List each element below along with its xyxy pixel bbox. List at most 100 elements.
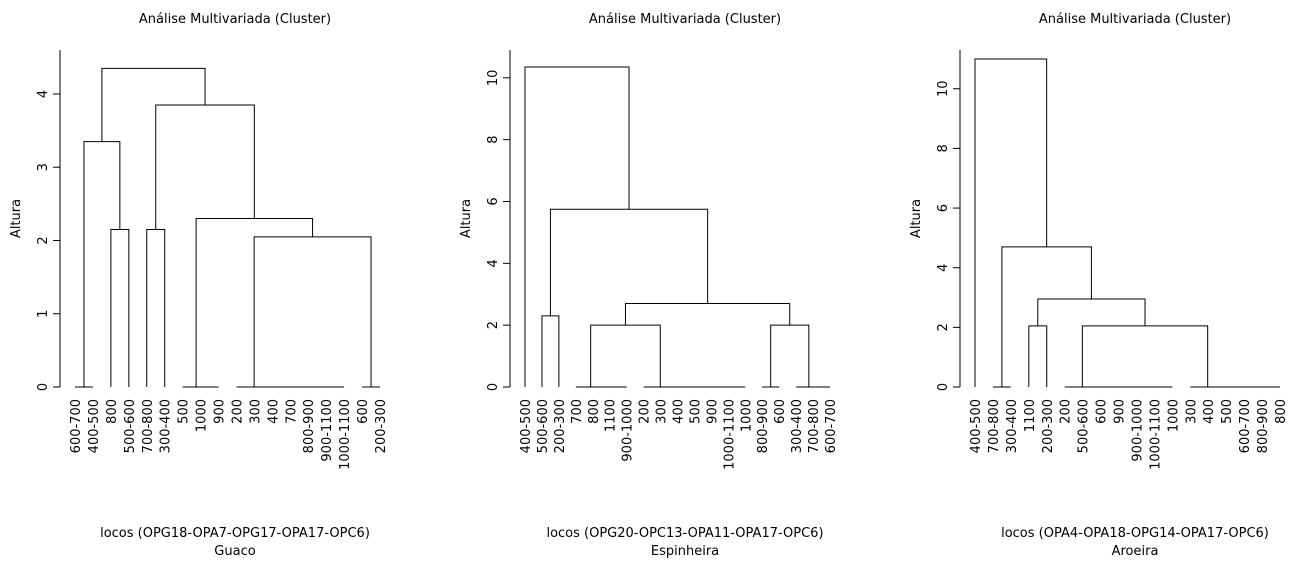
y-tick-label: 1 — [36, 310, 51, 318]
leaf-label: 1000 — [195, 399, 210, 432]
leaf-label: 900-1000 — [1130, 399, 1145, 462]
leaf-label: 200-300 — [1041, 399, 1056, 453]
y-axis-label: Altura — [909, 199, 924, 238]
leaf-label: 300 — [248, 399, 263, 424]
subtitle: Guaco — [214, 544, 255, 559]
y-tick-label: 4 — [36, 90, 51, 98]
leaf-label: 1000 — [739, 399, 754, 432]
leaf-label: 700 — [570, 399, 585, 424]
y-tick-label: 10 — [936, 80, 951, 97]
leaf-label: 300-400 — [1005, 399, 1020, 453]
leaf-label: 700-800 — [807, 399, 822, 453]
leaf-label: 200 — [638, 399, 653, 424]
leaf-label: 1000-1100 — [1148, 399, 1163, 470]
leaf-label: 300 — [655, 399, 670, 424]
x-axis-label: locos (OPA4-OPA18-OPG14-OPA17-OPC6) — [1001, 526, 1269, 541]
leaf-label: 400 — [1202, 399, 1217, 424]
cluster-merge — [1081, 325, 1209, 387]
cluster-merge — [101, 67, 206, 142]
leaf-label: 400 — [672, 399, 687, 424]
leaf-label: 1100 — [604, 399, 619, 432]
y-tick-label: 2 — [486, 321, 501, 329]
leaf-label: 600 — [1095, 399, 1110, 424]
leaf-label: 1100 — [1023, 399, 1038, 432]
leaf-label: 500 — [688, 399, 703, 424]
y-tick-label: 3 — [36, 163, 51, 171]
leaf-label: 700 — [284, 399, 299, 424]
leaf-label: 800 — [1274, 399, 1289, 424]
cluster-merge — [524, 66, 630, 387]
cluster-merge — [590, 324, 661, 387]
leaf-label: 900 — [1113, 399, 1128, 424]
leaf-label: 200 — [1059, 399, 1074, 424]
cluster-merge — [624, 303, 791, 326]
y-tick-label: 4 — [936, 264, 951, 272]
leaf-label: 800-900 — [756, 399, 771, 453]
leaf-label: 800 — [587, 399, 602, 424]
leaf-label: 600 — [356, 399, 371, 424]
cluster-merge — [155, 104, 255, 230]
leaf-label: 500-600 — [1077, 399, 1092, 453]
leaf-label: 600-700 — [1238, 399, 1253, 453]
cluster-merge — [549, 208, 709, 316]
leaf-label: 900 — [213, 399, 228, 424]
cluster-merge — [541, 315, 560, 387]
y-tick-label: 6 — [486, 197, 501, 205]
leaf-label: 1000 — [1166, 399, 1181, 432]
leaf-label: 900-1100 — [320, 399, 335, 462]
cluster-merge — [110, 228, 130, 387]
x-axis-label: locos (OPG20-OPC13-OPA11-OPA17-OPC6) — [546, 526, 823, 541]
leaf-label: 500-600 — [123, 399, 138, 453]
leaf-label: 700-800 — [987, 399, 1002, 453]
cluster-merge — [1001, 246, 1092, 387]
leaf-label: 600-700 — [69, 399, 84, 453]
leaf-label: 500-600 — [536, 399, 551, 453]
subtitle: Espinheira — [651, 544, 719, 559]
x-axis-label: locos (OPG18-OPA7-OPG17-OPA17-OPC6) — [100, 526, 370, 541]
leaf-label: 600-700 — [824, 399, 839, 453]
leaf-label: 300-400 — [790, 399, 805, 453]
cluster-merge — [83, 141, 121, 387]
y-tick-label: 6 — [936, 204, 951, 212]
leaf-label: 400-500 — [969, 399, 984, 453]
leaf-label: 400-500 — [87, 399, 102, 453]
cluster-merge — [253, 236, 372, 387]
cluster-merge — [146, 228, 166, 387]
y-tick-label: 8 — [486, 136, 501, 144]
leaf-label: 800 — [105, 399, 120, 424]
leaf-label: 800-900 — [1256, 399, 1271, 453]
leaf-label: 800-900 — [302, 399, 317, 453]
cluster-merge — [770, 324, 810, 387]
y-axis-label: Altura — [9, 199, 24, 238]
y-tick-label: 0 — [36, 383, 51, 391]
cluster-merge — [1028, 325, 1048, 387]
y-tick-label: 2 — [36, 236, 51, 244]
leaf-label: 400-500 — [519, 399, 534, 453]
chart-title: Análise Multivariada (Cluster) — [139, 12, 331, 27]
leaf-label: 400 — [266, 399, 281, 424]
subtitle: Aroeira — [1112, 544, 1159, 559]
y-tick-label: 2 — [936, 323, 951, 331]
leaf-label: 700-800 — [141, 399, 156, 453]
leaf-label: 200-300 — [553, 399, 568, 453]
leaf-label: 500 — [1220, 399, 1235, 424]
y-tick-label: 4 — [486, 259, 501, 267]
leaf-label: 200-300 — [374, 399, 389, 453]
cluster-merge — [1037, 298, 1146, 326]
leaf-label: 900-1000 — [621, 399, 636, 462]
chart-title: Análise Multivariada (Cluster) — [589, 12, 781, 27]
leaf-label: 900 — [705, 399, 720, 424]
cluster-merge — [974, 58, 1048, 387]
y-tick-label: 0 — [486, 383, 501, 391]
leaf-label: 1000-1100 — [722, 399, 737, 470]
leaf-label: 300-400 — [159, 399, 174, 453]
y-tick-label: 8 — [936, 144, 951, 152]
y-axis-label: Altura — [459, 199, 474, 238]
chart-title: Análise Multivariada (Cluster) — [1039, 12, 1231, 27]
y-tick-label: 10 — [486, 70, 501, 87]
leaf-label: 600 — [773, 399, 788, 424]
leaf-label: 1000-1100 — [338, 399, 353, 470]
leaf-label: 500 — [177, 399, 192, 424]
y-tick-label: 0 — [936, 383, 951, 391]
